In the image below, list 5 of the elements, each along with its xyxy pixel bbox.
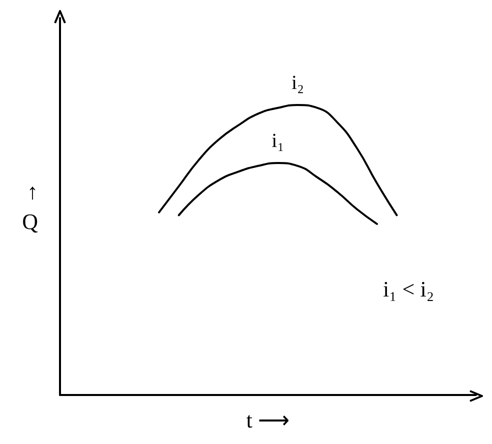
x-axis-title: t ⟶ [246,408,290,432]
series-label: i₁ [272,130,284,152]
annotation: i₁ < i₂ [383,276,434,302]
series-label: i₂ [291,72,304,94]
y-axis-title: ↑ Q [22,179,38,234]
